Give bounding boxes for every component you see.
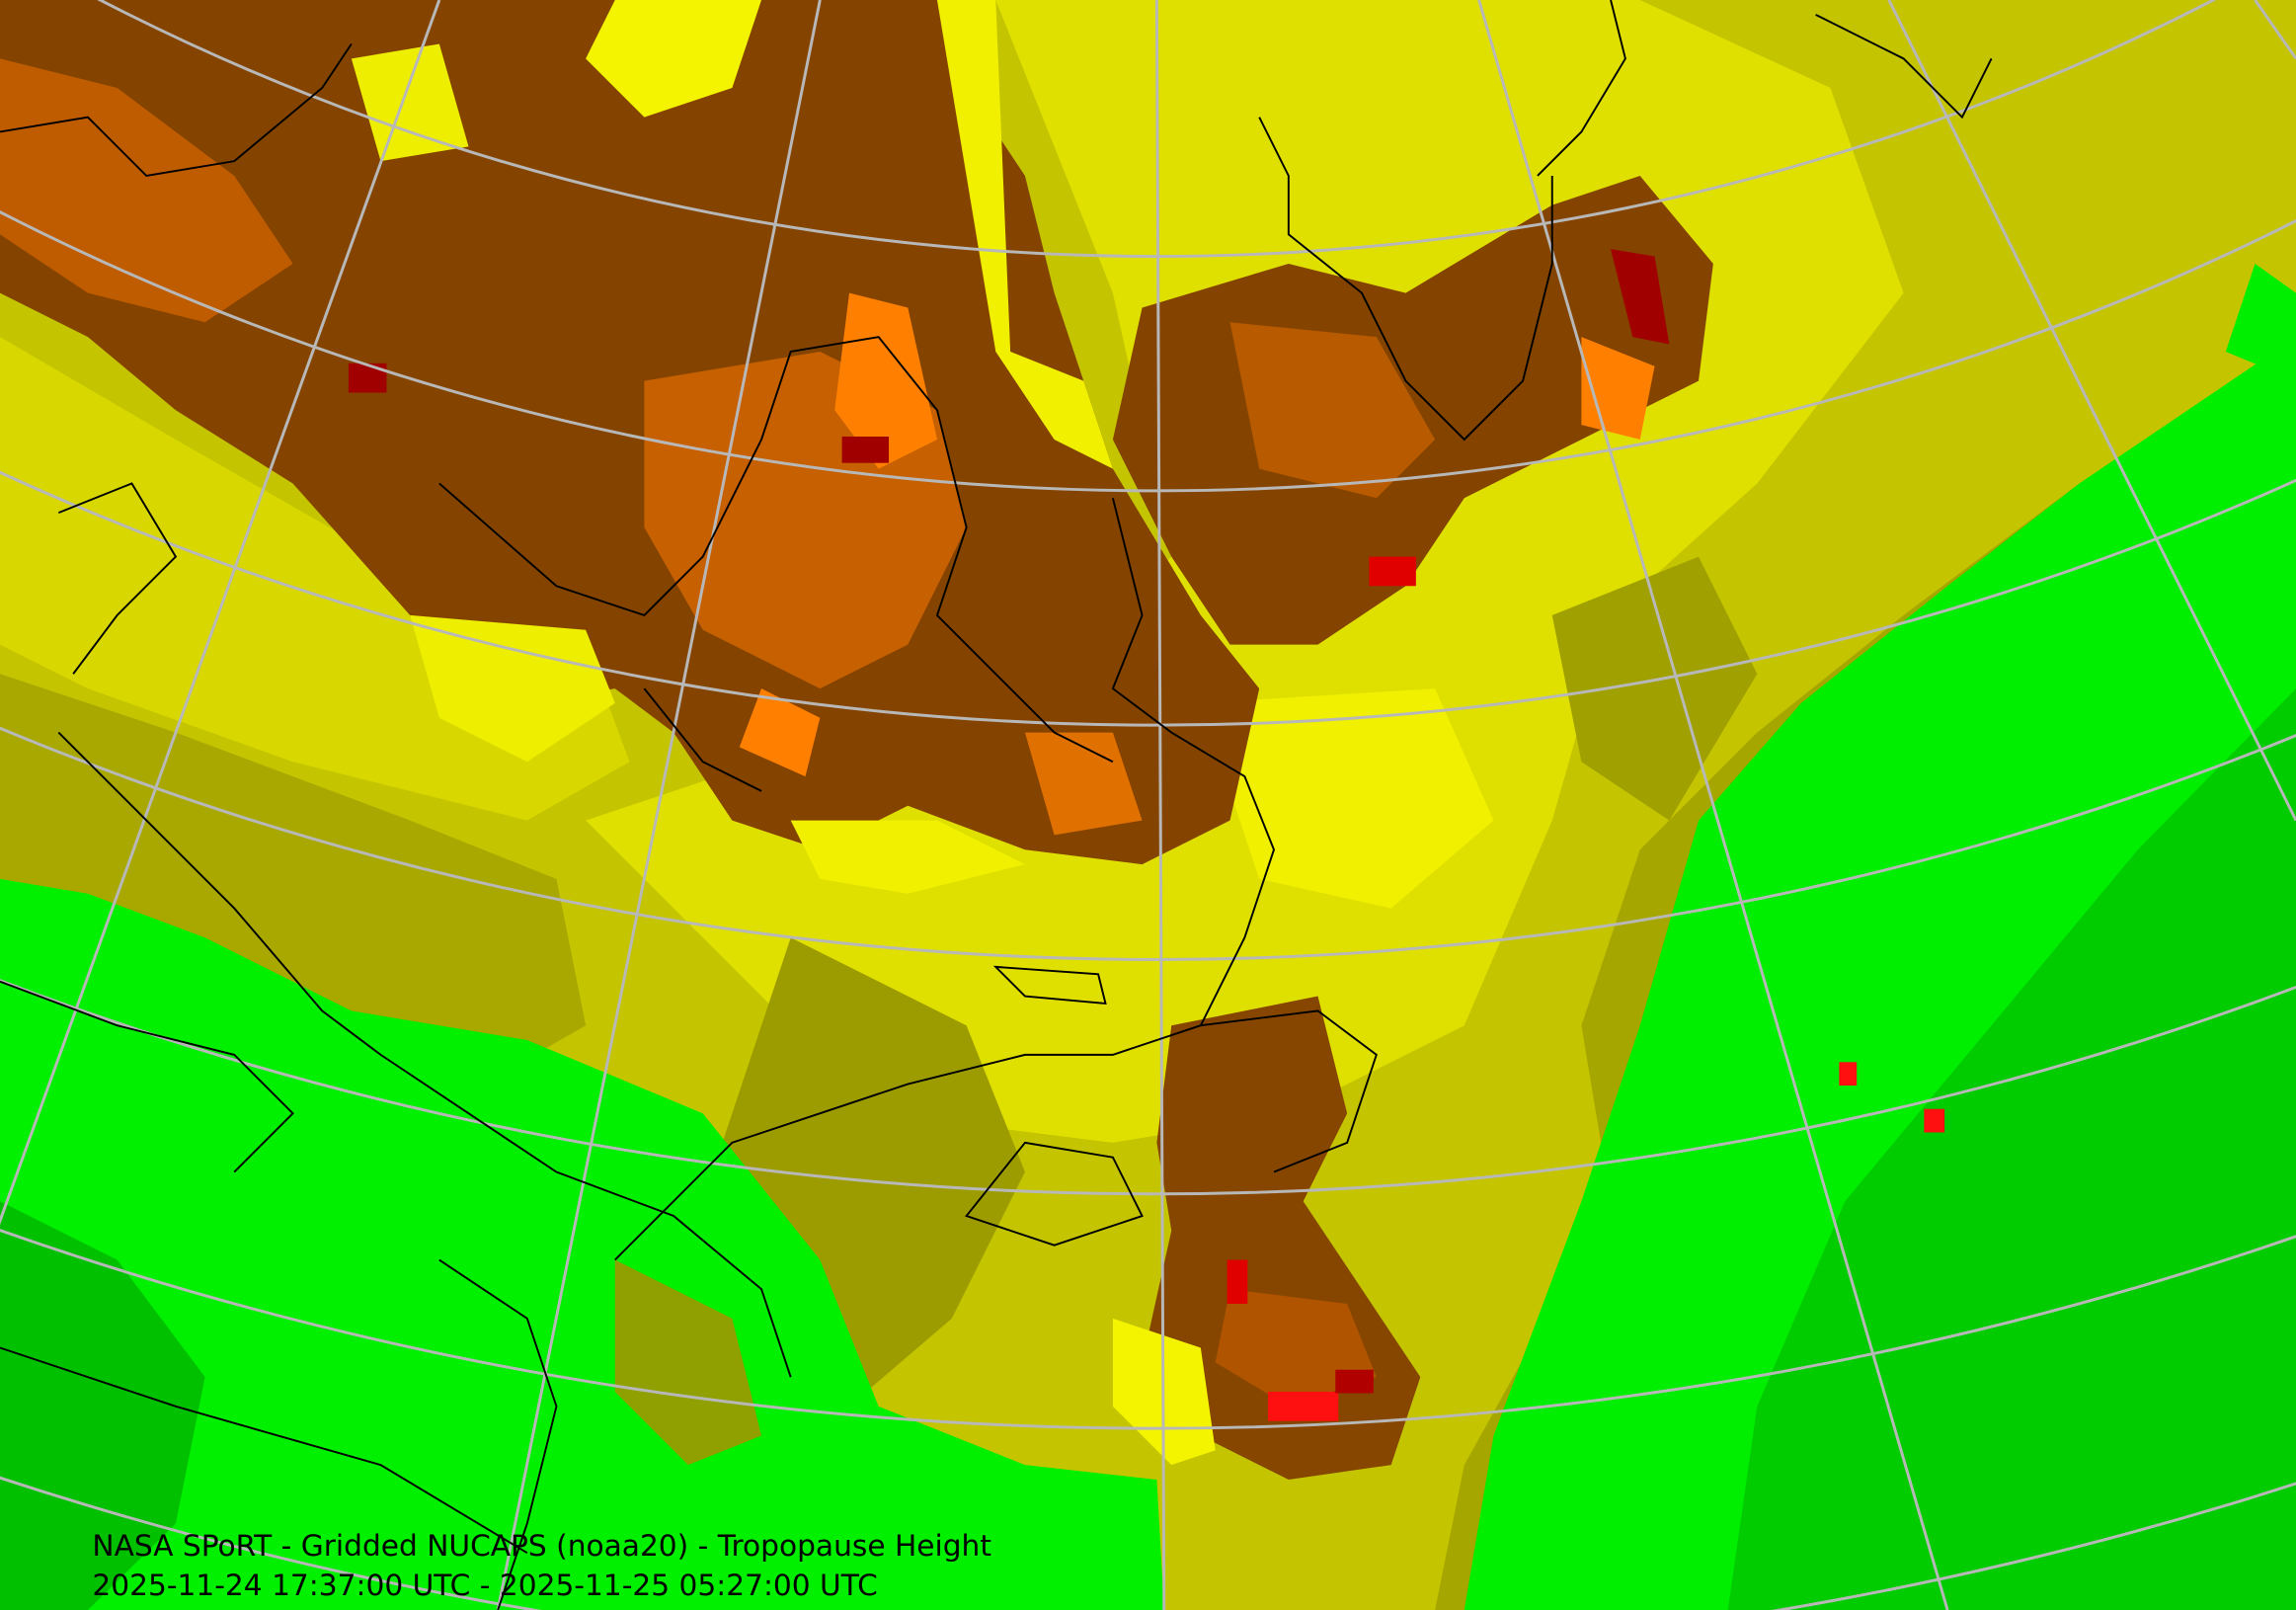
graticule-shape <box>0 469 2296 726</box>
coastlines-shape <box>1200 1009 1378 1173</box>
bright-yellow-patches-shape <box>790 820 1025 894</box>
coastlines-shape <box>0 1346 528 1554</box>
map-time-range: 2025-11-24 17:37:00 UTC - 2025-11-25 05:… <box>92 1568 877 1602</box>
green-field-shape <box>2225 263 2296 381</box>
coastlines-shape <box>0 42 353 178</box>
red-patches-shape <box>1924 1108 1945 1133</box>
green-field-shape <box>0 878 1164 1610</box>
olive-field-shape <box>1551 556 1758 821</box>
coastlines-shape <box>965 1141 1144 1247</box>
coastlines-shape <box>438 336 1114 764</box>
orange-field-shape <box>834 292 937 469</box>
red-patches <box>348 249 1945 1421</box>
coastlines-shape <box>992 965 1107 1006</box>
red-patches-shape <box>1335 1369 1374 1394</box>
coastlines-shape <box>438 1258 558 1610</box>
graticule-shape <box>1477 0 1949 1610</box>
coastlines-shape <box>1815 13 1993 120</box>
red-patches-shape <box>1369 556 1416 587</box>
orange-field-shape <box>1024 732 1143 836</box>
orange-field-shape <box>1229 322 1436 499</box>
graticule-shape <box>0 1227 2296 1429</box>
coastlines-shape <box>0 980 294 1173</box>
orange-field-shape <box>0 58 293 323</box>
red-patches-shape <box>1611 249 1670 345</box>
bright-yellow-patches-shape <box>351 43 469 162</box>
bright-yellow-patches-shape <box>410 614 615 763</box>
yellow-field-shape <box>1200 688 1494 909</box>
green-field-shape <box>614 1259 762 1466</box>
graticule-shape <box>0 725 2296 961</box>
red-patches-shape <box>1268 1392 1339 1421</box>
coastlines-shape <box>643 687 762 792</box>
coastlines-shape <box>1537 0 1626 177</box>
graticule-shape <box>2254 0 2296 60</box>
red-patches-shape <box>841 436 890 463</box>
coastlines-shape <box>57 482 178 675</box>
green-field-shape <box>0 1201 205 1610</box>
graticule-shape <box>0 0 441 1226</box>
graticule-shape <box>1887 0 2296 822</box>
orange-field <box>0 58 1655 1407</box>
graticule-shape <box>0 209 2296 492</box>
coastlines-shape <box>57 731 792 1378</box>
graticule-shape <box>0 978 2296 1195</box>
green-field <box>0 263 2296 1610</box>
green-field-shape <box>1727 688 2296 1610</box>
map-title: NASA SPoRT - Gridded NUCAPS (noaa20) - T… <box>92 1528 991 1563</box>
bright-yellow-patches-shape <box>586 0 762 118</box>
brown-field-shape <box>0 0 1260 865</box>
bright-yellow-patches-shape <box>936 0 1113 469</box>
graticule-shape <box>1154 0 1166 1610</box>
graticule-shape <box>496 0 822 1610</box>
orange-field-shape <box>739 688 821 777</box>
red-patches-shape <box>348 362 387 393</box>
coastlines <box>0 0 1993 1610</box>
red-patches-shape <box>1227 1259 1248 1305</box>
red-patches-shape <box>1839 1062 1858 1087</box>
coastlines-shape <box>1258 117 1553 442</box>
